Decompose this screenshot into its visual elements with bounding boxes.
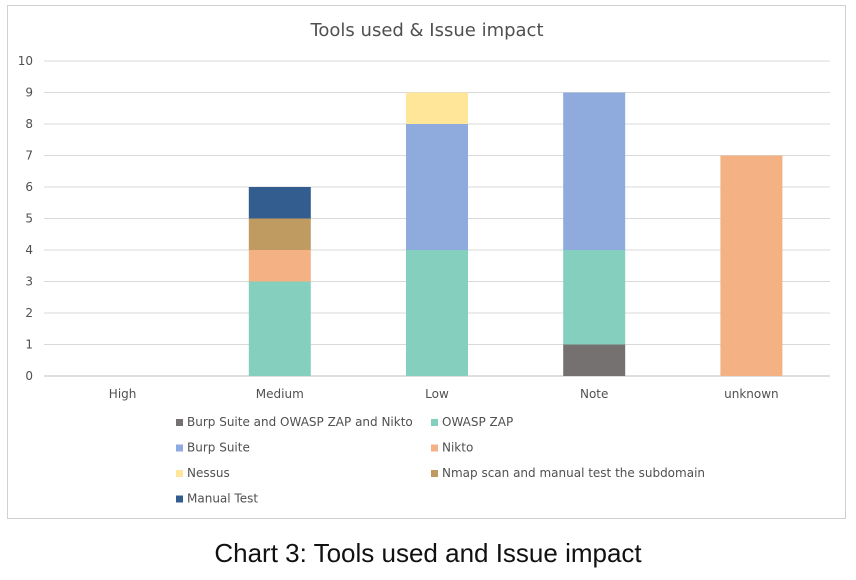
bar-segment — [563, 250, 626, 345]
y-tick-label: 5 — [25, 212, 33, 226]
legend-swatch — [431, 470, 438, 477]
y-tick-label: 6 — [25, 180, 33, 194]
bar-segment — [248, 187, 311, 219]
legend-label: Burp Suite — [187, 441, 250, 455]
y-tick-label: 10 — [18, 54, 33, 68]
y-tick-label: 9 — [25, 86, 33, 100]
y-tick-label: 8 — [25, 117, 33, 131]
bar-segment — [406, 124, 468, 250]
bar-segment — [406, 92, 468, 124]
bar-segment — [563, 344, 626, 376]
legend-swatch — [431, 419, 438, 426]
y-tick-label: 7 — [25, 149, 33, 163]
x-tick-label: unknown — [724, 387, 779, 401]
legend-swatch — [176, 470, 183, 477]
y-tick-label: 4 — [25, 243, 33, 257]
legend-label: Nessus — [187, 466, 230, 480]
bar-segment — [406, 250, 468, 376]
legend-label: Manual Test — [187, 492, 258, 506]
x-tick-label: Low — [425, 387, 449, 401]
bar-segment — [248, 218, 311, 250]
axes: 0 1 2 3 4 5 6 7 8 9 10 High Medium Low Note unknown — [18, 54, 779, 401]
bar-segment — [248, 281, 311, 376]
stacked-bar-chart: Tools used & Issue impact 0 1 2 3 4 5 6 7 8 9 10 Hi… — [18, 20, 830, 506]
y-tick-label: 3 — [25, 275, 33, 289]
y-tick-label: 2 — [25, 306, 33, 320]
bar-segment — [563, 92, 626, 250]
legend: Burp Suite and OWASP ZAP and Nikto OWASP … — [176, 415, 705, 506]
legend-swatch — [431, 444, 438, 452]
legend-swatch — [176, 495, 183, 503]
x-tick-label: Note — [580, 387, 608, 401]
bar-segment — [720, 155, 783, 376]
legend-swatch — [176, 419, 183, 426]
legend-label: OWASP ZAP — [442, 415, 513, 429]
chart-title: Tools used & Issue impact — [309, 20, 543, 41]
legend-label: Nmap scan and manual test the subdomain — [442, 466, 705, 480]
bars — [248, 92, 783, 376]
figure-caption: Chart 3: Tools used and Issue impact — [214, 538, 642, 568]
legend-label: Nikto — [442, 441, 473, 455]
y-tick-label: 0 — [25, 369, 33, 383]
legend-label: Burp Suite and OWASP ZAP and Nikto — [187, 415, 413, 429]
x-tick-label: Medium — [256, 387, 304, 401]
x-tick-label: High — [109, 387, 137, 401]
legend-swatch — [176, 444, 183, 452]
bar-segment — [248, 250, 311, 282]
y-tick-label: 1 — [25, 338, 33, 352]
